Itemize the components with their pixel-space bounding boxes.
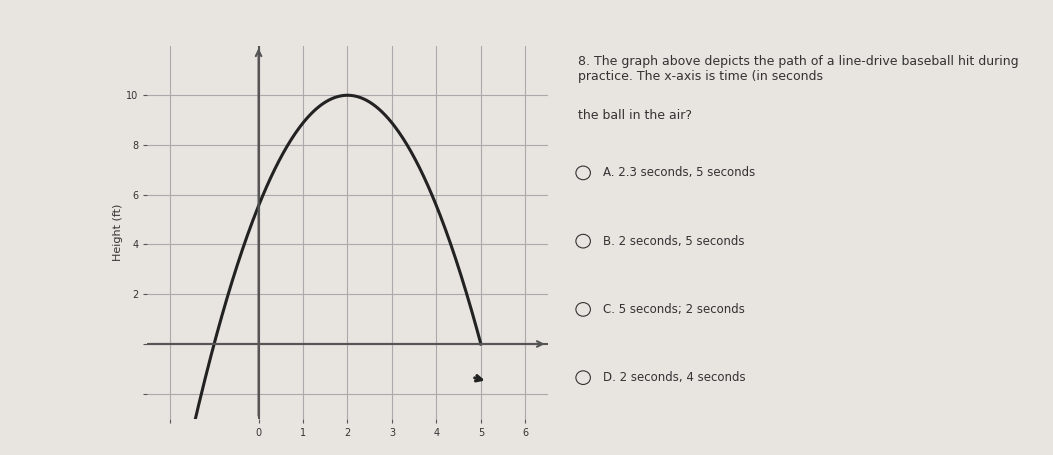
- Text: B. 2 seconds, 5 seconds: B. 2 seconds, 5 seconds: [602, 235, 744, 248]
- Y-axis label: Height (ft): Height (ft): [114, 203, 123, 261]
- Text: A. 2.3 seconds, 5 seconds: A. 2.3 seconds, 5 seconds: [602, 167, 755, 179]
- Text: 8. The graph above depicts the path of a line-drive baseball hit during practice: 8. The graph above depicts the path of a…: [578, 55, 1019, 83]
- Text: C. 5 seconds; 2 seconds: C. 5 seconds; 2 seconds: [602, 303, 744, 316]
- Text: D. 2 seconds, 4 seconds: D. 2 seconds, 4 seconds: [602, 371, 746, 384]
- Text: the ball in the air?: the ball in the air?: [578, 109, 692, 122]
